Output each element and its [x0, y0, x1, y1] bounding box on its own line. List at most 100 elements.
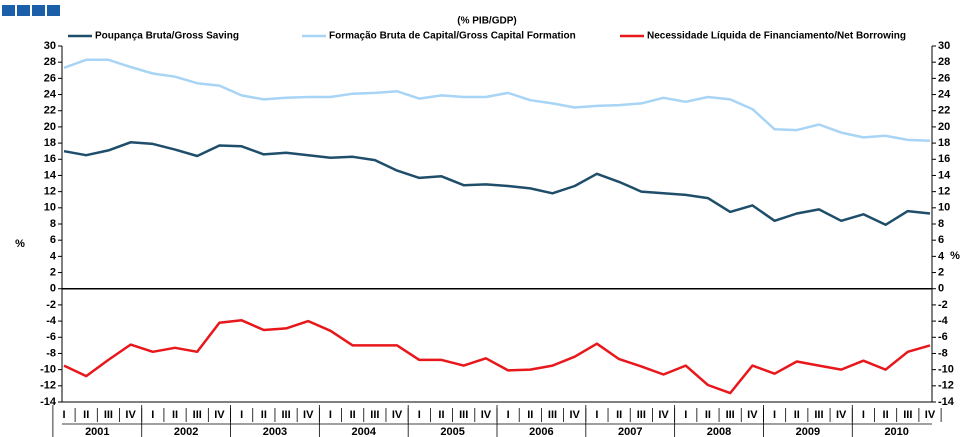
y2-tick-label: -2 — [938, 299, 948, 311]
y2-tick-label: 10 — [938, 202, 950, 214]
series-line — [63, 319, 931, 395]
x-tick-label: III — [548, 409, 557, 421]
year-label: 2005 — [440, 426, 464, 437]
y-tick-label: 26 — [44, 72, 56, 84]
y2-tick-label: 2 — [938, 266, 944, 278]
y-tick-label: 6 — [50, 234, 56, 246]
y-axis-label: % — [15, 238, 25, 250]
x-tick-label: III — [903, 409, 912, 421]
x-tick-label: I — [329, 409, 332, 421]
y-tick-label: -10 — [40, 364, 56, 376]
x-tick-label: I — [151, 409, 154, 421]
y-tick-label: 18 — [44, 137, 56, 149]
y2-tick-label: 30 — [938, 40, 950, 52]
chart-subtitle: (% PIB/GDP) — [457, 16, 516, 27]
x-tick-label: I — [418, 409, 421, 421]
y2-tick-label: 24 — [938, 88, 951, 100]
y2-tick-label: 22 — [938, 105, 950, 117]
series-line — [63, 141, 931, 227]
year-label: 2001 — [85, 426, 109, 437]
y2-tick-label: 4 — [938, 250, 945, 262]
x-tick-label: II — [83, 409, 89, 421]
x-tick-label: IV — [836, 409, 847, 421]
x-tick-label: IV — [392, 409, 403, 421]
y-tick-label: -2 — [46, 299, 56, 311]
y2-tick-label: 28 — [938, 56, 950, 68]
x-tick-label: II — [438, 409, 444, 421]
x-tick-label: IV — [747, 409, 758, 421]
x-tick-label: IV — [214, 409, 225, 421]
y-tick-label: 24 — [44, 88, 57, 100]
y-tick-label: 30 — [44, 40, 56, 52]
y2-tick-label: 26 — [938, 72, 950, 84]
y2-tick-label: -14 — [938, 396, 955, 408]
y-tick-label: 20 — [44, 121, 56, 133]
y2-tick-label: -12 — [938, 380, 954, 392]
y2-tick-label: 8 — [938, 218, 944, 230]
y-tick-label: 4 — [50, 250, 57, 262]
x-tick-label: III — [104, 409, 113, 421]
legend-label: Formação Bruta de Capital/Gross Capital … — [329, 31, 576, 42]
x-tick-label: III — [370, 409, 379, 421]
year-label: 2010 — [884, 426, 908, 437]
y-tick-label: -6 — [46, 331, 56, 343]
y2-axis-label: % — [950, 250, 960, 262]
y2-tick-label: 14 — [938, 169, 951, 181]
x-tick-label: II — [172, 409, 178, 421]
y2-tick-label: 0 — [938, 283, 944, 295]
x-tick-label: II — [261, 409, 267, 421]
year-label: 2009 — [796, 426, 820, 437]
y2-tick-label: -10 — [938, 364, 954, 376]
logo — [2, 5, 60, 16]
y2-tick-label: 20 — [938, 121, 950, 133]
x-tick-label: IV — [303, 409, 314, 421]
y-tick-label: -4 — [46, 315, 57, 327]
legend-label: Necessidade Líquida de Financiamento/Net… — [647, 31, 906, 42]
y2-tick-label: 18 — [938, 137, 950, 149]
y-tick-label: 10 — [44, 202, 56, 214]
year-label: 2004 — [352, 426, 377, 437]
x-tick-label: IV — [925, 409, 936, 421]
x-tick-label: IV — [570, 409, 581, 421]
year-label: 2006 — [529, 426, 553, 437]
y2-tick-label: -8 — [938, 347, 948, 359]
x-tick-label: I — [507, 409, 510, 421]
y-tick-label: 16 — [44, 153, 56, 165]
x-tick-label: II — [527, 409, 533, 421]
x-tick-label: II — [616, 409, 622, 421]
x-tick-label: I — [62, 409, 65, 421]
year-label: 2008 — [707, 426, 731, 437]
y-tick-label: 14 — [44, 169, 57, 181]
y-tick-label: 12 — [44, 186, 56, 198]
x-tick-label: I — [684, 409, 687, 421]
x-tick-label: I — [862, 409, 865, 421]
x-tick-label: II — [883, 409, 889, 421]
x-tick-label: III — [814, 409, 823, 421]
y2-tick-label: -6 — [938, 331, 948, 343]
x-tick-label: II — [794, 409, 800, 421]
year-label: 2003 — [263, 426, 287, 437]
x-tick-label: III — [459, 409, 468, 421]
year-label: 2007 — [618, 426, 642, 437]
y2-tick-label: -4 — [938, 315, 949, 327]
y2-tick-label: 6 — [938, 234, 944, 246]
legend-label: Poupança Bruta/Gross Saving — [95, 31, 239, 42]
y-tick-label: -12 — [40, 380, 56, 392]
y2-tick-label: 12 — [938, 186, 950, 198]
x-tick-label: II — [350, 409, 356, 421]
x-tick-label: I — [773, 409, 776, 421]
x-tick-label: IV — [481, 409, 492, 421]
y-tick-label: 28 — [44, 56, 56, 68]
y-tick-label: 0 — [50, 283, 56, 295]
x-tick-label: II — [705, 409, 711, 421]
year-label: 2002 — [174, 426, 198, 437]
x-tick-label: III — [637, 409, 646, 421]
y-tick-label: 8 — [50, 218, 56, 230]
y-tick-label: -8 — [46, 347, 56, 359]
series-line — [63, 58, 931, 142]
x-tick-label: III — [726, 409, 735, 421]
y-tick-label: 22 — [44, 105, 56, 117]
y-tick-label: -14 — [40, 396, 57, 408]
x-tick-label: IV — [125, 409, 136, 421]
